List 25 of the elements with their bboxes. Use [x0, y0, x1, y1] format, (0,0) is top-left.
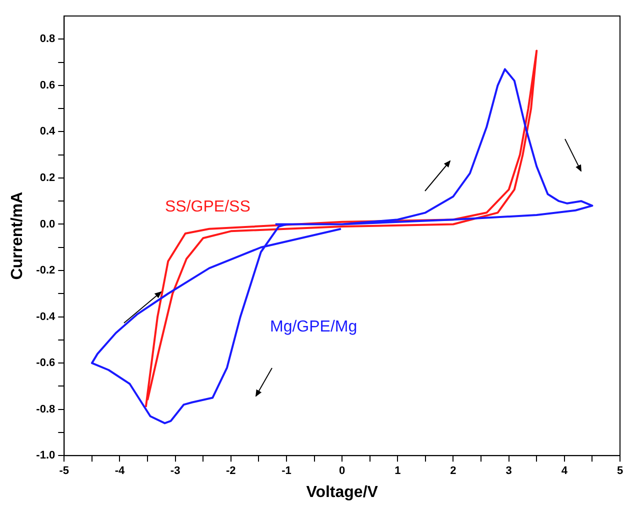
y-tick-label: -0.8 [36, 403, 56, 416]
x-tick-label: 4 [561, 465, 568, 478]
series-label: SS/GPE/SS [165, 198, 250, 216]
x-tick-label: -5 [59, 465, 70, 478]
y-tick-label: 0.0 [40, 218, 56, 230]
x-tick-label: 5 [616, 465, 624, 478]
y-tick-label: -0.4 [36, 310, 56, 323]
y-tick-label: 0.6 [40, 79, 56, 92]
y-tick-label: 0.4 [40, 126, 56, 138]
x-axis-title: Voltage/V [306, 484, 378, 501]
x-tick-label: -2 [226, 465, 236, 478]
series-label: Mg/GPE/Mg [270, 318, 358, 336]
y-axis-title: Current/mA [9, 191, 26, 280]
x-tick-label: 3 [506, 465, 512, 478]
x-tick-label: 2 [450, 465, 456, 478]
x-tick-label: 1 [394, 465, 401, 478]
y-tick-label: 0.2 [40, 172, 56, 184]
x-tick-label: -1 [282, 465, 292, 478]
x-tick-label: 0 [339, 465, 346, 478]
y-tick-label: -0.2 [36, 264, 56, 277]
y-tick-label: -1.0 [36, 450, 56, 462]
y-tick-label: 0.8 [40, 33, 56, 46]
x-tick-label: -4 [114, 465, 126, 478]
y-tick-label: -0.6 [36, 357, 56, 370]
x-tick-label: -3 [170, 465, 180, 478]
